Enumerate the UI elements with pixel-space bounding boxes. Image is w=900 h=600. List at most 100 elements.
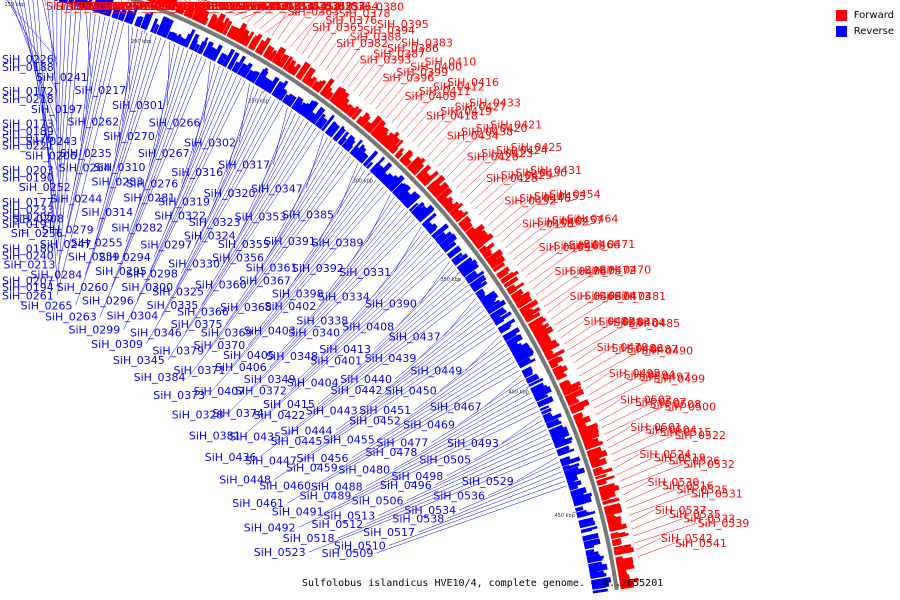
- forward-gene-label: SiH_0533: [683, 512, 735, 525]
- forward-gene-arrow: [343, 103, 353, 115]
- leader-line: [225, 152, 347, 325]
- reverse-gene-label: SiH_0205: [2, 211, 54, 224]
- leader-line: [23, 0, 58, 203]
- reverse-gene-arrow: [292, 99, 303, 112]
- reverse-gene-label: SiH_0404: [287, 377, 339, 390]
- reverse-gene-arrow: [68, 0, 75, 6]
- reverse-gene-label: SiH_0302: [184, 136, 236, 149]
- leader-line: [111, 56, 202, 287]
- leader-line: [458, 379, 524, 425]
- leader-line: [460, 146, 511, 194]
- reverse-gene-label: SiH_0498: [391, 470, 443, 483]
- forward-gene-arrow: [444, 202, 454, 211]
- forward-gene-label: SiH_0541: [675, 537, 727, 550]
- leader-line: [434, 429, 547, 486]
- reverse-gene-label: SiH_0477: [376, 437, 428, 450]
- leader-line: [243, 257, 447, 436]
- forward-gene-label: SiH_0495: [609, 367, 661, 380]
- leader-line: [73, 16, 106, 188]
- reverse-gene-label: SiH_0172: [2, 85, 54, 98]
- reverse-gene-label: SiH_0448: [219, 474, 271, 487]
- reverse-gene-label: SiH_0309: [91, 338, 143, 351]
- leader-line: [414, 344, 506, 411]
- leader-line: [579, 348, 627, 377]
- leader-line: [85, 11, 92, 78]
- reverse-gene-arrow: [591, 584, 607, 590]
- leader-line: [79, 15, 101, 156]
- reverse-gene-arrow: [216, 52, 228, 66]
- forward-gene-arrow: [468, 227, 483, 241]
- reverse-gene-arrow: [294, 103, 304, 113]
- leader-line: [626, 489, 677, 509]
- leader-line: [365, 273, 459, 361]
- reverse-gene-label: SiH_0304: [106, 310, 158, 323]
- reverse-gene-arrow: [434, 231, 447, 244]
- leader-line: [228, 186, 384, 371]
- forward-gene-label: SiH_0497: [638, 370, 690, 383]
- reverse-gene-arrow: [464, 270, 478, 283]
- leader-line: [380, 61, 425, 114]
- forward-gene-label: SiH_0376: [325, 14, 377, 27]
- reverse-gene-labels: SiH_0226 SiH_0172 SiH_0173 SiH_0176 SiH_0203…: [2, 53, 514, 560]
- forward-gene-arrow: [576, 422, 587, 431]
- leader-line: [546, 295, 570, 314]
- leader-line: [396, 86, 434, 128]
- reverse-gene-arrow: [141, 12, 151, 30]
- leader-line: [293, 172, 370, 281]
- reverse-gene-arrow: [479, 290, 497, 304]
- reverse-gene-arrow: [318, 118, 328, 130]
- forward-gene-arrow: [186, 6, 196, 19]
- forward-gene-label: SiH_0532: [683, 458, 735, 471]
- forward-gene-arrow: [415, 164, 432, 180]
- forward-gene-arrow: [450, 208, 460, 217]
- reverse-gene-label: SiH_0348: [266, 350, 318, 363]
- reverse-gene-label: SiH_0437: [389, 330, 441, 343]
- reverse-gene-arrow: [227, 51, 240, 71]
- reverse-gene-arrow: [547, 420, 562, 429]
- leader-line: [300, 169, 366, 268]
- forward-gene-label: SiH_0311: [168, 0, 220, 13]
- reverse-gene-label: SiH_0435: [229, 430, 281, 443]
- leader-line: [364, 77, 383, 101]
- reverse-gene-label: SiH_0259: [68, 251, 120, 264]
- forward-gene-arrow: [406, 156, 422, 172]
- leader-line: [272, 140, 332, 244]
- leader-line: [395, 305, 482, 380]
- leader-line: [283, 5, 314, 44]
- reverse-gene-label: SiH_0390: [365, 297, 417, 310]
- leader-line: [335, 318, 490, 431]
- forward-gene-label: SiH_0526: [669, 455, 721, 468]
- reverse-gene-arrow: [584, 542, 594, 548]
- forward-gene-arrow: [203, 17, 209, 26]
- forward-gene-arrow: [329, 86, 343, 103]
- reverse-gene-arrow: [144, 12, 154, 31]
- reverse-gene-label: SiH_0505: [419, 454, 471, 467]
- forward-gene-label: SiH_0326: [208, 0, 260, 13]
- reverse-gene-arrow: [491, 309, 507, 321]
- leader-line: [208, 190, 388, 396]
- forward-gene-arrow: [372, 124, 387, 140]
- forward-gene-label: SiH_0410: [424, 56, 476, 69]
- forward-gene-arrow: [313, 80, 323, 92]
- tick-mark: [367, 171, 372, 176]
- forward-gene-arrow: [579, 426, 600, 439]
- forward-gene-arrow: [243, 31, 255, 47]
- reverse-gene-arrow: [393, 182, 409, 198]
- leader-line: [7, 0, 58, 92]
- leader-line: [277, 5, 301, 40]
- reverse-gene-arrow: [124, 9, 134, 24]
- forward-gene-label: SiH_0482: [584, 315, 636, 328]
- reverse-gene-label: SiH_0375: [171, 318, 223, 331]
- reverse-gene-label: SiH_0252: [19, 181, 71, 194]
- reverse-gene-label: SiH_0413: [319, 343, 371, 356]
- leader-line: [446, 156, 467, 178]
- leader-line: [365, 397, 533, 487]
- forward-gene-arrow: [459, 219, 470, 229]
- forward-gene-label: SiH_0351: [262, 0, 314, 13]
- reverse-gene-label: SiH_0459: [286, 462, 338, 475]
- forward-gene-label: SiH_0307: [152, 0, 204, 13]
- leader-line: [80, 13, 96, 141]
- leader-line: [636, 537, 661, 551]
- leader-line: [206, 121, 308, 292]
- forward-gene-arrow: [546, 348, 566, 361]
